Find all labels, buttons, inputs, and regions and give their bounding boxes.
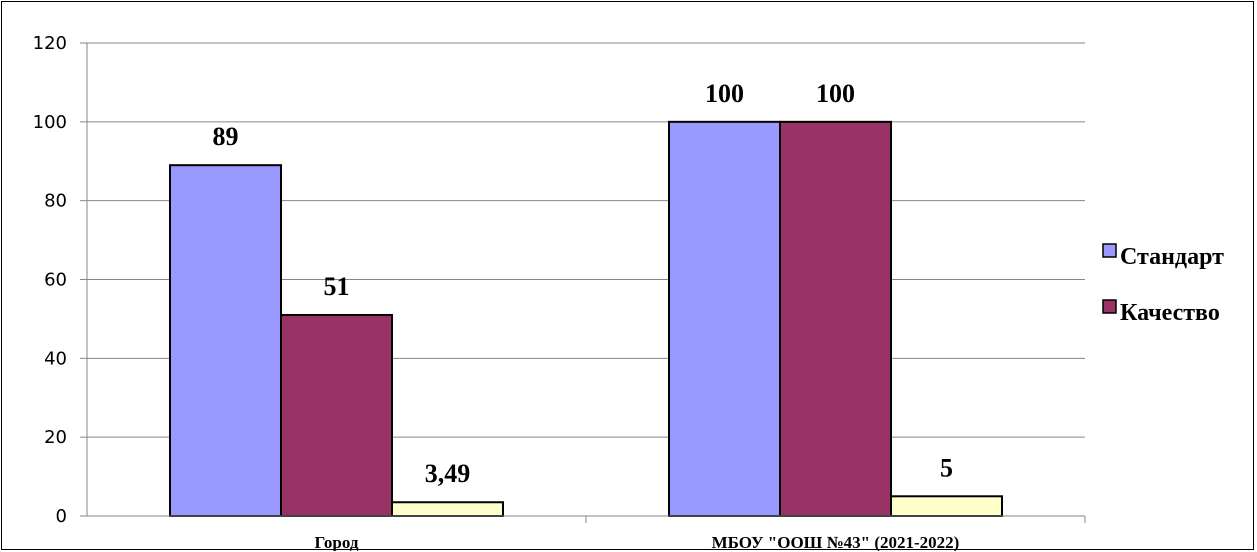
bar <box>668 120 781 517</box>
y-tick-label: 80 <box>44 191 67 212</box>
category-label: МБОУ "ООШ №43" (2021-2022) <box>712 533 960 551</box>
y-tick-label: 0 <box>56 506 67 527</box>
bars <box>169 120 1003 518</box>
data-label: 100 <box>705 79 744 108</box>
data-label: 5 <box>940 453 953 482</box>
y-tick-label: 60 <box>44 270 67 291</box>
data-label: 100 <box>816 79 855 108</box>
bar <box>280 313 393 517</box>
axes <box>86 43 1086 523</box>
y-tick-label: 20 <box>44 427 67 448</box>
category-label: Город <box>315 533 359 551</box>
legend-swatch <box>1102 299 1117 314</box>
y-tick-label: 120 <box>33 33 67 54</box>
bar <box>779 120 892 517</box>
data-label: 3,49 <box>425 459 471 488</box>
data-label: 51 <box>324 272 350 301</box>
bar <box>391 501 504 518</box>
category-labels: Город МБОУ "ООШ №43" (2021-2022) <box>315 533 960 551</box>
bar <box>169 164 282 517</box>
y-tick-label: 100 <box>33 112 67 133</box>
legend-label: Стандарт <box>1120 244 1224 270</box>
data-label: 89 <box>213 122 239 151</box>
data-labels: 89 51 3,49 100 100 5 <box>213 79 954 488</box>
legend-swatch <box>1102 243 1117 258</box>
y-axis-ticks: 0 20 40 60 80 100 120 <box>33 33 87 527</box>
bar <box>890 495 1003 517</box>
legend: Стандарт Качество <box>1102 243 1224 326</box>
legend-label: Качество <box>1120 300 1220 326</box>
y-tick-label: 40 <box>44 348 67 369</box>
